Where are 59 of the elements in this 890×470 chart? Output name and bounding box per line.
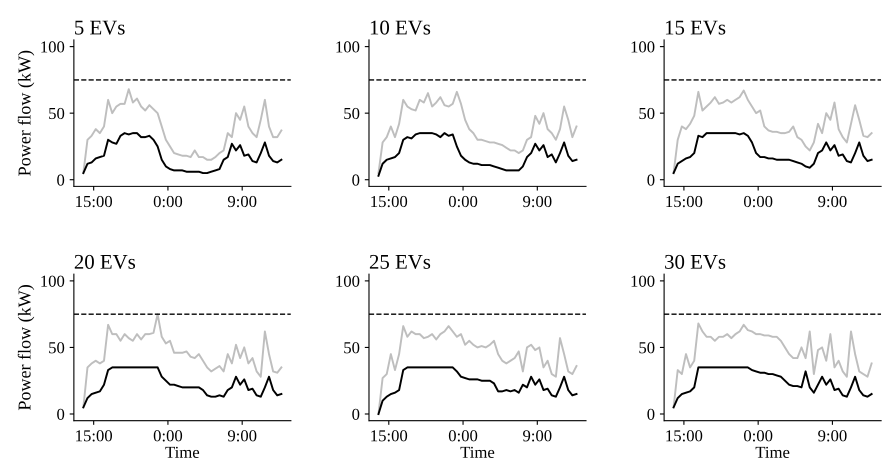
y-tick-label: 100 <box>41 41 64 53</box>
x-tick-label: 0:00 <box>448 196 478 208</box>
chart-title: 20 EVs <box>74 254 136 269</box>
y-tick-label: 100 <box>336 41 360 53</box>
x-tick-label: 0:00 <box>448 430 478 442</box>
y-tick-label: 100 <box>336 276 360 287</box>
line-series <box>82 313 282 408</box>
chart-title: 25 EVs <box>370 254 430 269</box>
x-tick-label: 0:00 <box>744 196 772 208</box>
x-tick-label: 9:00 <box>523 196 552 208</box>
y-tick-label: 100 <box>632 41 654 53</box>
chart-title: 5 EVs <box>75 20 125 35</box>
y-tick-label: 50 <box>639 108 654 120</box>
y-tick-label: 0 <box>57 408 64 420</box>
x-tick-label: 9:00 <box>228 430 256 442</box>
line-series <box>378 325 578 415</box>
x-tick-label: 9:00 <box>523 430 552 442</box>
x-axis-title: Time <box>460 446 494 458</box>
x-tick-label: 0:00 <box>744 430 772 442</box>
x-tick-label: 15:00 <box>666 430 702 442</box>
chart-title: 30 EVs <box>665 254 726 269</box>
x-axis-title: Time <box>165 446 200 458</box>
line-series <box>82 88 282 174</box>
line-series <box>82 132 282 174</box>
x-tick-label: 0:00 <box>154 196 182 208</box>
y-tick-label: 50 <box>344 108 360 120</box>
x-tick-label: 15:00 <box>666 196 702 208</box>
line-series <box>378 132 578 177</box>
line-series <box>672 132 873 174</box>
y-tick-label: 0 <box>57 174 64 186</box>
line-series <box>378 366 578 415</box>
y-tick-label: 50 <box>344 342 360 354</box>
chart-title: 10 EVs <box>370 20 430 35</box>
y-axis-title: Power flow (kW) <box>18 50 34 176</box>
y-tick-label: 100 <box>632 276 654 287</box>
chart-title: 15 EVs <box>666 20 726 35</box>
line-series <box>672 322 873 408</box>
x-tick-label: 9:00 <box>818 430 847 442</box>
y-tick-label: 0 <box>352 174 360 186</box>
y-tick-label: 0 <box>352 408 360 420</box>
line-series <box>672 366 873 408</box>
y-tick-label: 100 <box>41 276 64 287</box>
x-tick-label: 9:00 <box>228 196 256 208</box>
y-tick-label: 0 <box>647 174 654 186</box>
y-axis-title: Power flow (kW) <box>18 285 34 410</box>
x-tick-label: 0:00 <box>154 430 182 442</box>
y-tick-label: 50 <box>49 108 64 120</box>
x-tick-label: 15:00 <box>371 196 408 208</box>
x-axis-title: Time <box>756 446 790 458</box>
line-series <box>672 90 873 174</box>
y-tick-label: 50 <box>639 342 654 354</box>
x-tick-label: 15:00 <box>76 430 112 442</box>
line-series <box>378 90 578 174</box>
x-tick-label: 9:00 <box>818 196 847 208</box>
x-tick-label: 15:00 <box>371 430 408 442</box>
y-tick-label: 50 <box>49 342 64 354</box>
y-tick-label: 0 <box>647 408 654 420</box>
line-series <box>82 366 282 408</box>
x-tick-label: 15:00 <box>76 196 112 208</box>
